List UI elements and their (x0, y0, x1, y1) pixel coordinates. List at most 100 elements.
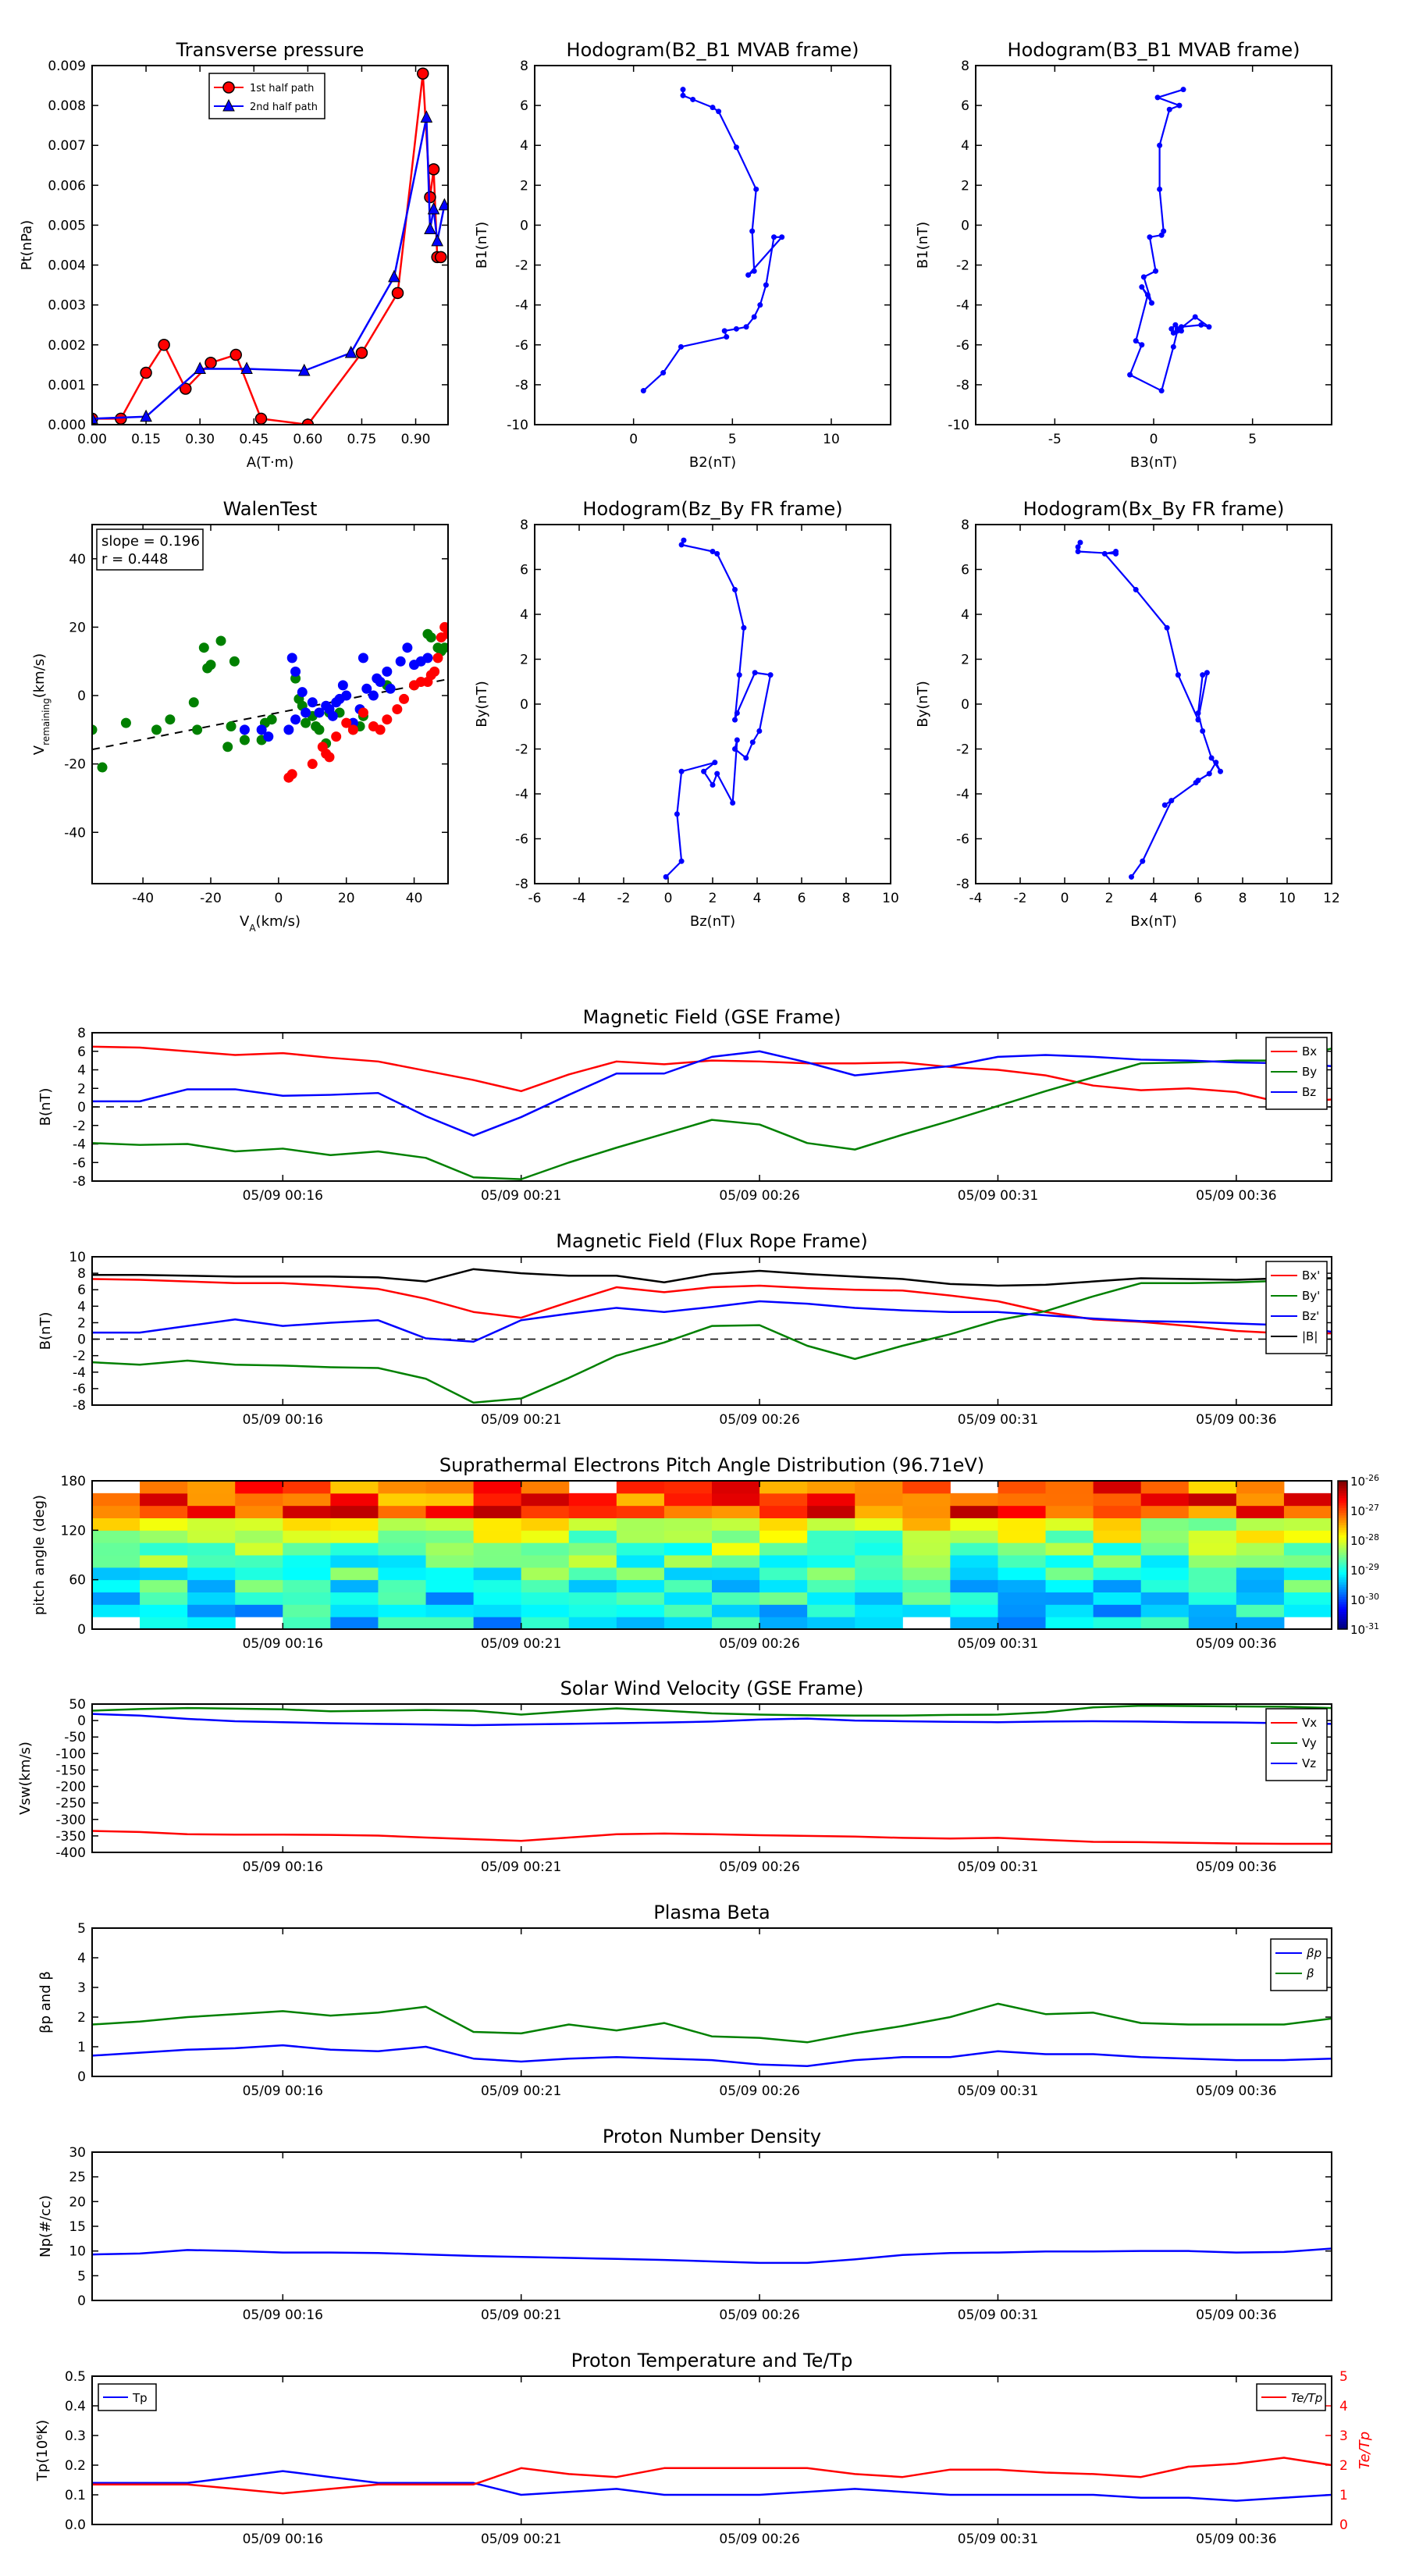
plot-frame (534, 65, 891, 425)
heatmap-cell (1093, 1592, 1142, 1605)
series-line (91, 1047, 1332, 1180)
y-tick-label: 0 (77, 1622, 86, 1638)
heatmap-cell (378, 1530, 427, 1543)
heatmap-cell (1283, 1555, 1332, 1568)
data-point (1139, 342, 1145, 348)
heatmap-cell (855, 1604, 903, 1617)
chart-title: Magnetic Field (Flux Rope Frame) (556, 1230, 867, 1252)
heatmap-cell (425, 1579, 475, 1592)
y-tick-label: -4 (515, 298, 528, 314)
x-tick-label: 05/09 00:31 (958, 1188, 1038, 1204)
y-tick-label: 6 (961, 98, 969, 114)
heatmap-cell (521, 1505, 570, 1518)
y-tick-label: 0.003 (48, 298, 86, 314)
heatmap-cell (1236, 1567, 1285, 1581)
heatmap-cell (283, 1617, 331, 1630)
y-tick-label: -4 (956, 787, 969, 802)
colorbar-segment (1338, 1515, 1347, 1518)
plasma-beta-panel: Plasma Beta 05/09 00:16 05/09 00:21 05/09 0… (37, 1902, 1332, 2099)
y-tick-label: 120 (61, 1523, 86, 1539)
y-tick-label: 30 (69, 2145, 86, 2161)
scatter-point (307, 697, 318, 708)
heatmap-cell (568, 1604, 617, 1617)
heatmap-cell (521, 1517, 570, 1531)
heatmap-cell (1093, 1517, 1142, 1531)
y-tick-label: 2 (961, 178, 969, 194)
heatmap-cell (855, 1617, 903, 1630)
colorbar-segment (1338, 1570, 1347, 1573)
heatmap-cell (759, 1517, 808, 1531)
x-tick-label: 05/09 00:21 (481, 2307, 561, 2323)
scatter-point (368, 690, 379, 701)
data-point (1147, 234, 1153, 240)
colorbar-tick-label: 10-26 (1350, 1473, 1379, 1489)
y-right-tick-label: 1 (1339, 2488, 1348, 2503)
y-tick-label: 2 (77, 2010, 86, 2026)
heatmap-cell (759, 1592, 808, 1605)
plot-frame (91, 1256, 1332, 1406)
heatmap-cell (998, 1604, 1047, 1617)
heatmap-cell (998, 1530, 1047, 1543)
y-tick-label: -6 (515, 832, 528, 848)
heatmap-cell (92, 1505, 140, 1518)
colorbar-segment (1338, 1505, 1347, 1509)
heatmap-cell (807, 1481, 855, 1494)
heatmap-cell (902, 1567, 951, 1581)
data-point (1127, 372, 1133, 378)
slope-annotation: slope = 0.196 (101, 533, 200, 550)
heatmap-cell (92, 1517, 140, 1531)
scatter-point (422, 653, 433, 664)
y-axis-label: Tp(10⁶K) (34, 2420, 51, 2482)
heatmap-cell (1093, 1530, 1142, 1543)
heatmap-cell (140, 1530, 188, 1543)
chart-title: WalenTest (223, 498, 318, 520)
y-tick-label: 0 (520, 218, 528, 233)
y-tick-label: -200 (55, 1780, 86, 1795)
y-tick-label: -2 (515, 742, 528, 758)
x-tick-label: 05/09 00:26 (719, 2083, 799, 2099)
heatmap-cell (140, 1517, 188, 1531)
x-tick-label: 05/09 00:36 (1196, 2307, 1276, 2323)
scatter-point (263, 731, 274, 742)
x-tick-label: 0.45 (239, 432, 269, 447)
heatmap-cell (235, 1517, 283, 1531)
y-axis-label: Pt(nPa) (19, 220, 35, 270)
heatmap-cell (902, 1542, 951, 1556)
y-tick-label: 0.007 (48, 138, 86, 154)
heatmap-cell (140, 1555, 188, 1568)
colorbar-tick-label: 10-27 (1350, 1503, 1379, 1519)
y-tick-label: 2 (961, 653, 969, 668)
heatmap-cell (521, 1530, 570, 1543)
x-tick-label: 6 (798, 891, 806, 906)
heatmap-cell (1236, 1517, 1285, 1531)
heatmap-cell (1236, 1493, 1285, 1507)
x-tick-label: 05/09 00:16 (243, 2083, 323, 2099)
transverse-pressure-panel: Transverse pressure 0.00 0.15 0.30 0.45 0.60 0… (19, 39, 449, 471)
y-axis-label: Vsw(km/s) (17, 1742, 34, 1815)
plot-frame (91, 1927, 1332, 2077)
scatter-point (192, 724, 203, 735)
heatmap-cell (855, 1567, 903, 1581)
heatmap-cell (521, 1542, 570, 1556)
legend-label: |B| (1302, 1329, 1318, 1343)
data-point (1200, 728, 1206, 734)
heatmap-cell (1236, 1579, 1285, 1592)
heatmap-cell (663, 1481, 713, 1494)
heatmap-cell (235, 1542, 283, 1556)
heatmap-cell (998, 1592, 1047, 1605)
y-tick-label: -100 (55, 1746, 86, 1762)
heatmap-cell (330, 1555, 379, 1568)
y-tick-label: 0.2 (65, 2458, 86, 2474)
data-point (730, 800, 736, 806)
heatmap-cell (712, 1555, 760, 1568)
x-tick-label: -2 (617, 891, 631, 906)
heatmap-cell (283, 1579, 331, 1592)
data-point (1101, 550, 1108, 557)
heatmap-cell (998, 1617, 1047, 1630)
y-tick-label: -8 (73, 1174, 86, 1190)
y-tick-label: 0 (961, 697, 969, 713)
heatmap-cell (950, 1530, 998, 1543)
x-tick-label: 05/09 00:31 (958, 2532, 1038, 2547)
heatmap-cell (521, 1617, 570, 1630)
legend-label: Bx (1302, 1044, 1317, 1059)
